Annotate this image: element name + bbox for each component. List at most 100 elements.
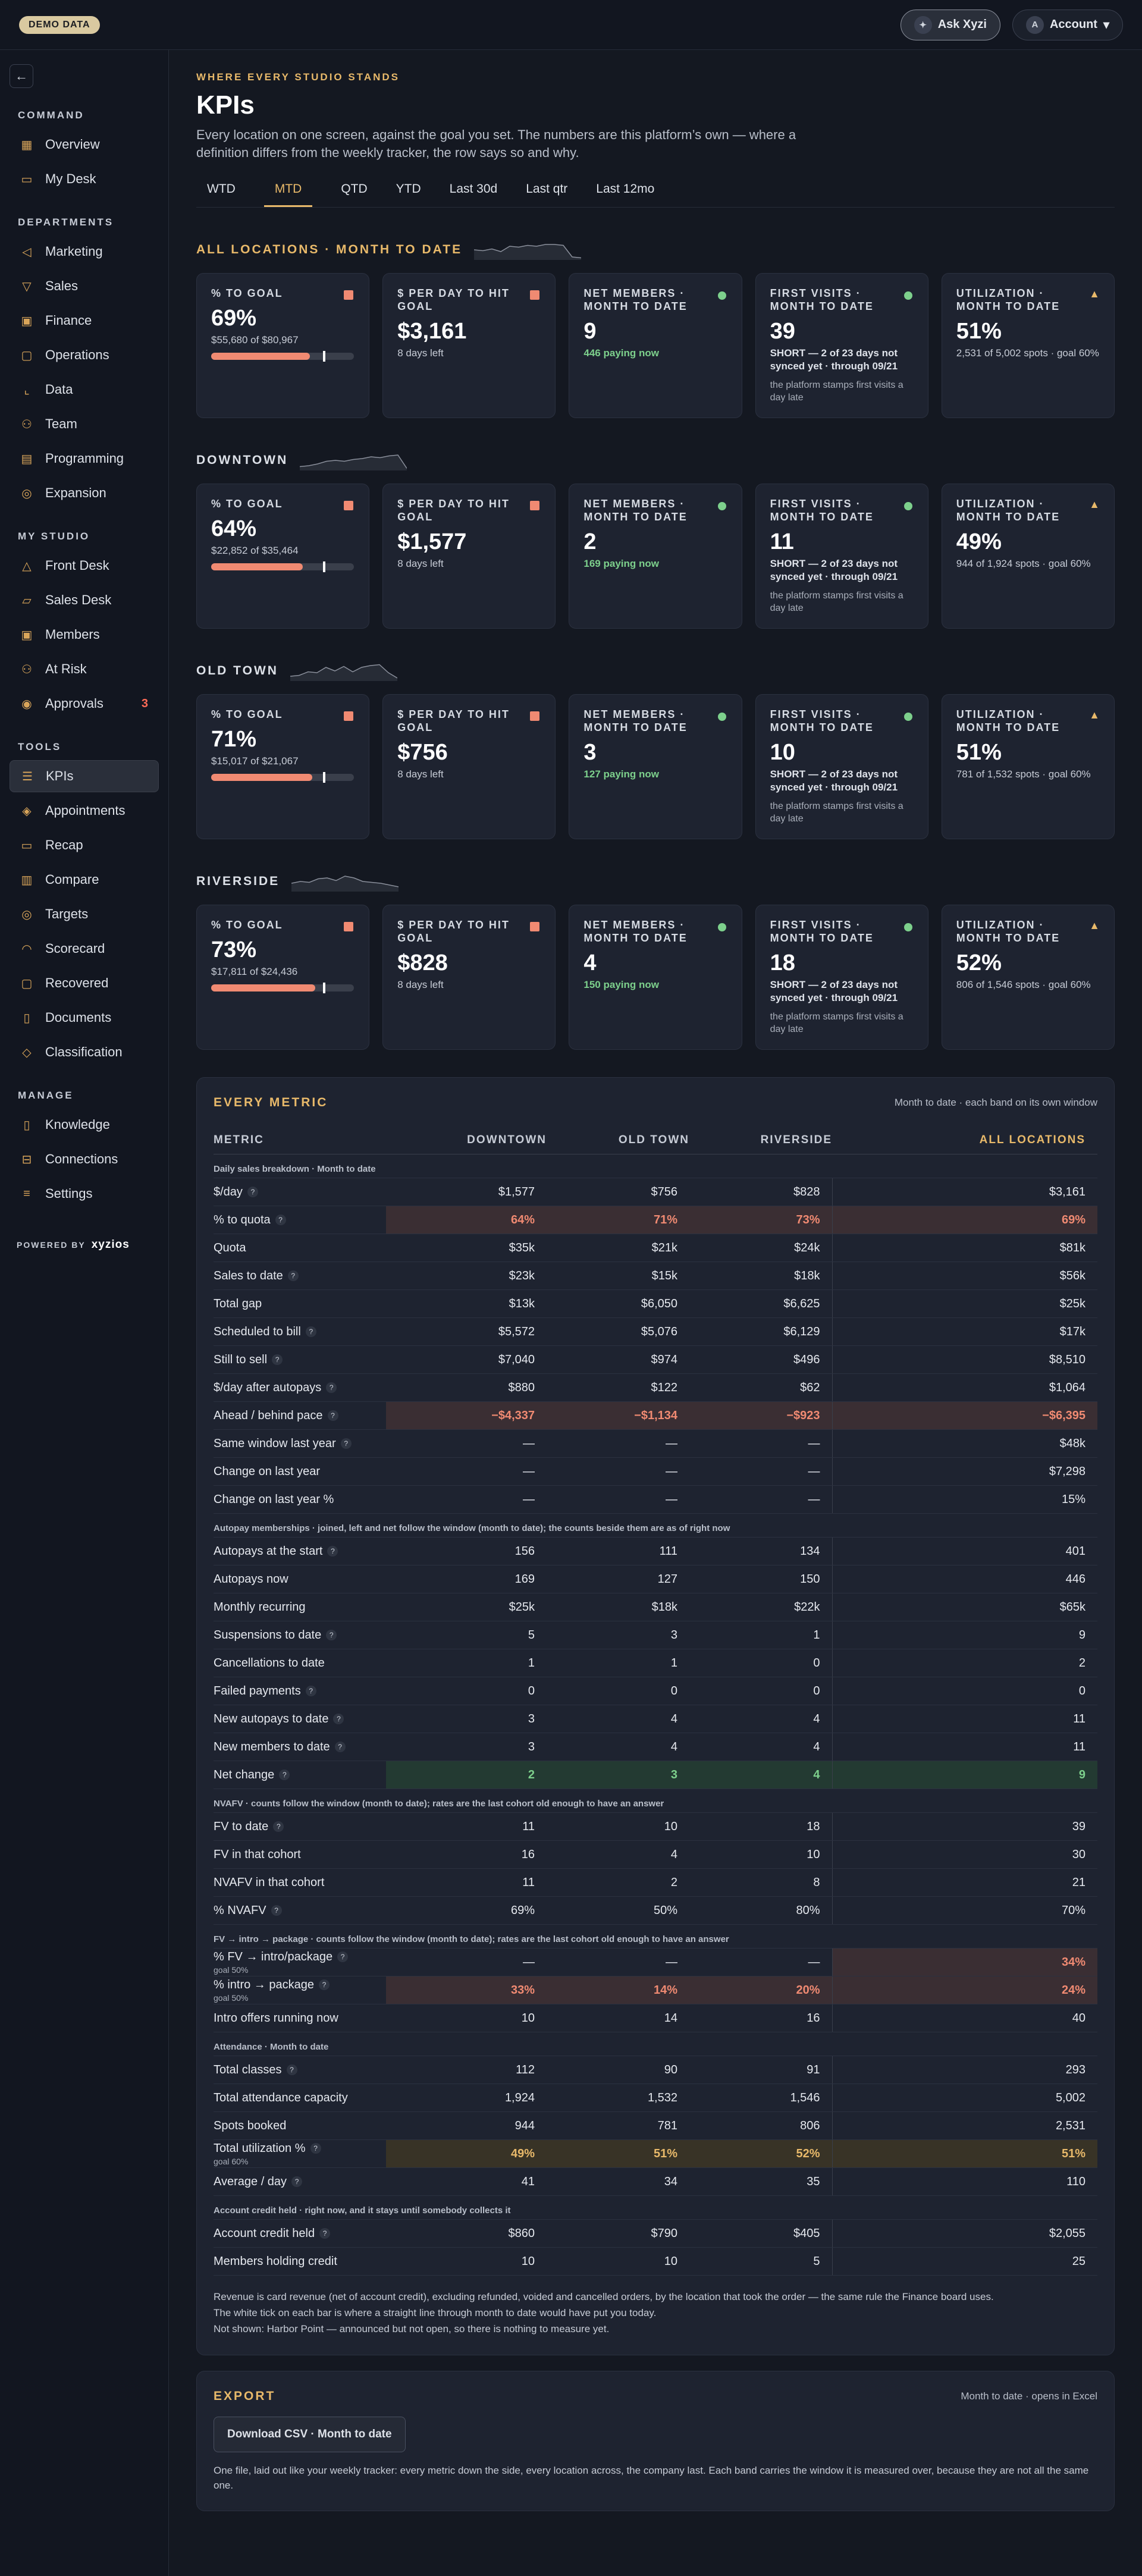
sidebar-item-programming[interactable]: ▤ Programming bbox=[10, 443, 159, 475]
sidebar-item-label: Sales bbox=[45, 278, 79, 293]
sidebar-item-documents[interactable]: ▯ Documents bbox=[10, 1002, 159, 1034]
metric-name: FV to date bbox=[214, 1819, 269, 1833]
help-icon[interactable]: ? bbox=[319, 2228, 331, 2239]
sidebar-item-knowledge[interactable]: ▯ Knowledge bbox=[10, 1109, 159, 1141]
sidebar-item-expansion[interactable]: ◎ Expansion bbox=[10, 477, 159, 509]
sidebar-item-approvals[interactable]: ◉ Approvals 3 bbox=[10, 688, 159, 720]
ask-xyzi-button[interactable]: ✦ Ask Xyzi bbox=[900, 9, 1000, 40]
tab-last-30d[interactable]: Last 30d bbox=[449, 182, 498, 196]
cell-all-locations: 34% bbox=[832, 1948, 1097, 1976]
help-icon[interactable]: ? bbox=[291, 2176, 303, 2188]
cell-riverside: — bbox=[689, 1485, 832, 1514]
help-icon[interactable]: ? bbox=[272, 1354, 283, 1366]
cell-all-locations: 2 bbox=[832, 1649, 1097, 1677]
sidebar-item-recap[interactable]: ▭ Recap bbox=[10, 829, 159, 861]
per-day-card: $ PER DAY TO HIT GOAL $756 8 days left bbox=[382, 694, 556, 839]
cell-riverside: 134 bbox=[689, 1537, 832, 1565]
cell-old-town: 10 bbox=[547, 1812, 689, 1841]
sidebar-item-data[interactable]: ⌞ Data bbox=[10, 374, 159, 406]
sidebar-item-team[interactable]: ⚇ Team bbox=[10, 408, 159, 440]
metric-label: Sales to date? bbox=[214, 1262, 386, 1290]
cell-riverside: 1 bbox=[689, 1621, 832, 1649]
help-icon[interactable]: ? bbox=[337, 1951, 349, 1963]
sidebar-item-at-risk[interactable]: ⚇ At Risk bbox=[10, 653, 159, 685]
cell-old-town: 90 bbox=[547, 2056, 689, 2084]
goal-sub: $55,680 of $80,967 bbox=[211, 334, 299, 346]
sidebar-item-label: Sales Desk bbox=[45, 592, 112, 607]
sidebar-item-operations[interactable]: ▢ Operations bbox=[10, 339, 159, 371]
cell-riverside: $496 bbox=[689, 1345, 832, 1374]
cell-all-locations: $81k bbox=[832, 1234, 1097, 1262]
cell-downtown: 10 bbox=[386, 2247, 547, 2276]
sidebar-item-finance[interactable]: ▣ Finance bbox=[10, 305, 159, 337]
help-icon[interactable]: ? bbox=[326, 1382, 337, 1394]
sidebar-section-label: DEPARTMENTS bbox=[18, 217, 114, 228]
sidebar-item-sales-desk[interactable]: ▱ Sales Desk bbox=[10, 584, 159, 616]
metric-name: Total classes bbox=[214, 2063, 282, 2076]
visits-sub: SHORT — 2 of 23 days not synced yet · th… bbox=[770, 979, 898, 1003]
account-button[interactable]: A Account ▾ bbox=[1012, 9, 1123, 40]
cell-downtown: 169 bbox=[386, 1565, 547, 1593]
tab-mtd[interactable]: MTD bbox=[263, 182, 313, 207]
help-icon[interactable]: ? bbox=[318, 1979, 330, 1991]
sidebar-item-overview[interactable]: ▦ Overview bbox=[10, 128, 159, 161]
tab-last-qtr[interactable]: Last qtr bbox=[526, 182, 568, 196]
sidebar-item-my-desk[interactable]: ▭ My Desk bbox=[10, 163, 159, 195]
sidebar-item-targets[interactable]: ◎ Targets bbox=[10, 898, 159, 930]
sidebar-item-front-desk[interactable]: △ Front Desk bbox=[10, 550, 159, 582]
column-header-riverside: RIVERSIDE bbox=[689, 1127, 832, 1154]
download-csv-button[interactable]: Download CSV · Month to date bbox=[214, 2417, 406, 2452]
help-icon[interactable]: ? bbox=[279, 1769, 290, 1781]
status-square-icon bbox=[344, 922, 354, 931]
sidebar-item-marketing[interactable]: ◁ Marketing bbox=[10, 236, 159, 268]
cell-riverside: 73% bbox=[689, 1206, 832, 1234]
help-icon[interactable]: ? bbox=[333, 1714, 344, 1725]
sidebar-item-kpis[interactable]: ☰ KPIs bbox=[10, 760, 159, 792]
help-icon[interactable]: ? bbox=[305, 1326, 316, 1338]
sidebar-item-settings[interactable]: ≡ Settings bbox=[10, 1178, 159, 1210]
sidebar-item-connections[interactable]: ⊟ Connections bbox=[10, 1143, 159, 1175]
sidebar-item-sales[interactable]: ▽ Sales bbox=[10, 270, 159, 302]
collapse-sidebar-button[interactable]: ← bbox=[10, 64, 33, 88]
help-icon[interactable]: ? bbox=[305, 1686, 316, 1697]
group-header-row: Attendance · Month to date bbox=[214, 2032, 1097, 2056]
cell-downtown: 10 bbox=[386, 2004, 547, 2032]
per-day-sub: 8 days left bbox=[397, 558, 444, 569]
warning-triangle-icon: ▲ bbox=[1089, 498, 1100, 510]
sidebar-item-appointments[interactable]: ◈ Appointments bbox=[10, 795, 159, 827]
card-label: UTILIZATION · MONTH TO DATE bbox=[956, 287, 1061, 312]
help-icon[interactable]: ? bbox=[334, 1742, 346, 1753]
tab-ytd[interactable]: YTD bbox=[396, 182, 421, 196]
help-icon[interactable]: ? bbox=[247, 1187, 258, 1198]
help-icon[interactable]: ? bbox=[271, 1905, 282, 1916]
help-icon[interactable]: ? bbox=[287, 1270, 299, 1282]
cell-all-locations: $8,510 bbox=[832, 1345, 1097, 1374]
sidebar-item-scorecard[interactable]: ◠ Scorecard bbox=[10, 933, 159, 965]
sidebar-item-members[interactable]: ▣ Members bbox=[10, 619, 159, 651]
utilization-card: UTILIZATION · MONTH TO DATE ▲ 49% 944 of 1,… bbox=[941, 484, 1115, 629]
sidebar-item-recovered[interactable]: ▢ Recovered bbox=[10, 967, 159, 999]
sidebar-item-classification[interactable]: ◇ Classification bbox=[10, 1036, 159, 1068]
cell-downtown: $25k bbox=[386, 1593, 547, 1621]
sidebar-item-label: Team bbox=[45, 416, 77, 431]
help-icon[interactable]: ? bbox=[310, 2143, 321, 2154]
band-title: ALL LOCATIONS · MONTH TO DATE bbox=[196, 240, 1115, 260]
help-icon[interactable]: ? bbox=[340, 1438, 352, 1449]
sidebar-item-label: Documents bbox=[45, 1010, 112, 1025]
help-icon[interactable]: ? bbox=[327, 1410, 338, 1422]
sidebar-item-compare[interactable]: ▥ Compare bbox=[10, 864, 159, 896]
members-icon: ▣ bbox=[21, 628, 33, 642]
tab-last-12mo[interactable]: Last 12mo bbox=[596, 182, 655, 196]
status-square-icon bbox=[530, 711, 540, 721]
help-icon[interactable]: ? bbox=[286, 2064, 297, 2076]
cell-old-town: 34 bbox=[547, 2167, 689, 2196]
help-icon[interactable]: ? bbox=[273, 1821, 284, 1833]
help-icon[interactable]: ? bbox=[275, 1215, 286, 1226]
tab-wtd[interactable]: WTD bbox=[207, 182, 236, 196]
help-icon[interactable]: ? bbox=[327, 1546, 338, 1557]
cell-all-locations: $25k bbox=[832, 1289, 1097, 1318]
help-icon[interactable]: ? bbox=[326, 1630, 337, 1641]
metric-name: $/day bbox=[214, 1185, 243, 1198]
tab-qtd[interactable]: QTD bbox=[341, 182, 368, 196]
metric-label: Change on last year bbox=[214, 1457, 386, 1486]
